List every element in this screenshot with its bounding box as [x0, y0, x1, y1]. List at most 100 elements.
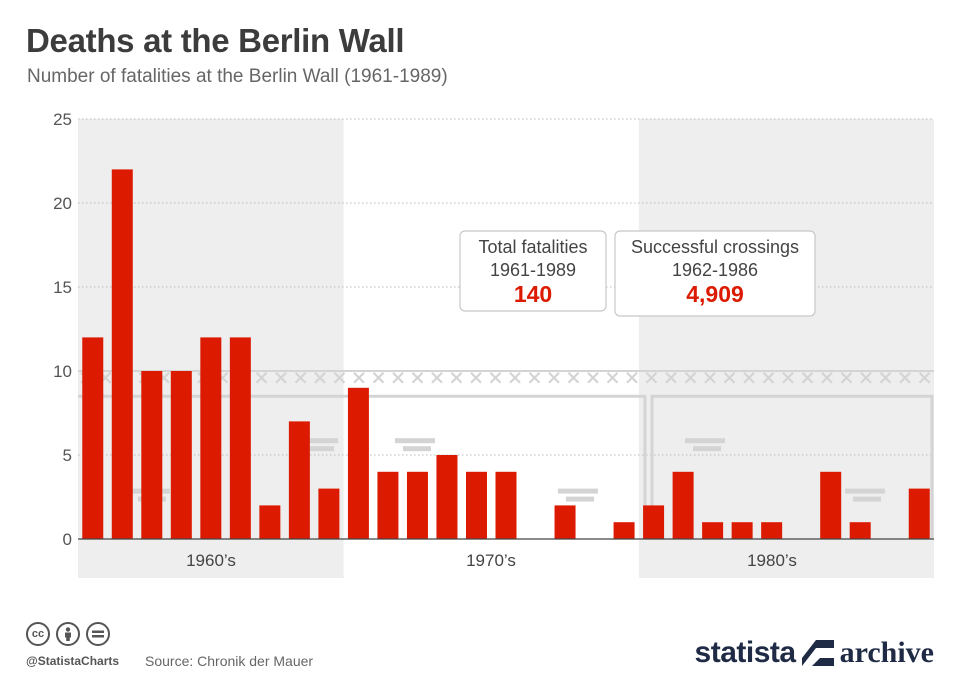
barbed-wire-x [821, 371, 833, 384]
bar-1987 [849, 522, 871, 539]
decade-label: 1960’s [186, 551, 236, 570]
barbed-wire-x [509, 371, 521, 384]
bar-1973 [436, 455, 458, 539]
barbed-wire-x [626, 371, 638, 384]
bar-1961 [82, 337, 104, 539]
barbed-wire-x [333, 371, 346, 384]
barbed-wire-x [840, 371, 853, 384]
bar-1971 [377, 471, 399, 539]
wall-outline [78, 394, 647, 539]
bar-1974 [465, 471, 487, 539]
bar-1979 [613, 522, 635, 539]
brand-name: statista [694, 636, 797, 669]
wall-brick [693, 446, 721, 452]
y-tick-label: 15 [53, 278, 72, 297]
barbed-wire-x [275, 371, 287, 384]
callout-period: 1962-1986 [672, 260, 758, 280]
barbed-wire-x [353, 371, 365, 384]
bar-1989 [908, 488, 930, 539]
source-note[interactable]: Source: Chronik der Mauer [145, 653, 314, 669]
page-subtitle: Number of fatalities at the Berlin Wall … [27, 66, 448, 87]
bar-1966 [229, 337, 251, 539]
barbed-wire-x [879, 371, 892, 384]
barbed-wire-x [704, 371, 716, 384]
statista-logo[interactable]: statista archive [695, 636, 934, 670]
statista-mark-icon [801, 640, 834, 666]
nd-icon [86, 622, 110, 646]
bar-1977 [554, 505, 576, 539]
barbed-wire-x [431, 371, 443, 384]
bar-1975 [495, 471, 517, 539]
wall-outline [650, 394, 934, 539]
barbed-wire-x [255, 371, 268, 384]
callout-label: Successful crossings [631, 237, 799, 257]
wall-brick [566, 496, 594, 502]
barbed-wire-x [411, 371, 424, 384]
barbed-wire-x [450, 371, 463, 384]
y-tick-label: 0 [63, 530, 72, 549]
callout-label: Total fatalities [478, 237, 587, 257]
barbed-wire-x [860, 371, 872, 384]
barbed-wire-x [587, 371, 599, 384]
barbed-wire-x [684, 371, 697, 384]
bar-1983 [731, 522, 753, 539]
wall-brick [395, 438, 435, 444]
wall-brick [306, 446, 334, 452]
wall-brick [298, 438, 338, 444]
bar-1986 [820, 471, 842, 539]
y-tick-label: 20 [53, 194, 72, 213]
y-tick-label: 5 [63, 446, 72, 465]
barbed-wire-x [606, 371, 619, 384]
bar-1981 [672, 471, 694, 539]
wall-brick [558, 488, 598, 494]
y-tick-label: 10 [53, 362, 72, 381]
bar-1970 [347, 387, 369, 539]
bar-1964 [170, 371, 192, 539]
barbed-wire-x [723, 371, 736, 384]
barbed-wire-x [762, 371, 775, 384]
barbed-wire-x [801, 371, 814, 384]
social-handle: @StatistaCharts [26, 654, 120, 668]
barbed-wire-x [782, 371, 794, 384]
barbed-wire-x [645, 371, 658, 384]
callout-value: 4,909 [686, 281, 744, 307]
bar-1980 [643, 505, 665, 539]
barbed-wire-x [294, 371, 307, 384]
wall-brick [845, 488, 885, 494]
barbed-wire-x [470, 371, 482, 384]
by-icon [56, 622, 80, 646]
decade-label: 1970’s [466, 551, 516, 570]
callout-value: 140 [514, 281, 552, 307]
license-icons: cc [26, 622, 110, 646]
callout-period: 1961-1989 [490, 260, 576, 280]
wall-brick [403, 446, 431, 452]
bar-1982 [702, 522, 724, 539]
callout-box [614, 230, 816, 317]
barbed-wire-x [665, 371, 677, 384]
bar-1965 [200, 337, 222, 539]
barbed-wire-x [548, 371, 560, 384]
callout-box [459, 230, 607, 312]
bar-1972 [406, 471, 428, 539]
cc-icon: cc [26, 622, 50, 646]
barbed-wire-x [372, 371, 385, 384]
decade-label: 1980’s [747, 551, 797, 570]
brand-suffix: archive [839, 636, 934, 669]
bar-1963 [141, 371, 163, 539]
barbed-wire-x [489, 371, 502, 384]
barbed-wire-x [528, 371, 541, 384]
barbed-wire-x [314, 371, 326, 384]
barbed-wire-x [899, 371, 911, 384]
bar-1984 [761, 522, 783, 539]
bar-1968 [288, 421, 310, 539]
bar-1967 [259, 505, 281, 539]
barbed-wire-x [918, 371, 931, 384]
barbed-wire-x [392, 371, 404, 384]
page-title: Deaths at the Berlin Wall [26, 22, 405, 59]
wall-brick [685, 438, 725, 444]
barbed-wire-x [743, 371, 755, 384]
bar-1962 [111, 169, 133, 539]
barbed-wire-x [567, 371, 580, 384]
bar-1969 [318, 488, 340, 539]
